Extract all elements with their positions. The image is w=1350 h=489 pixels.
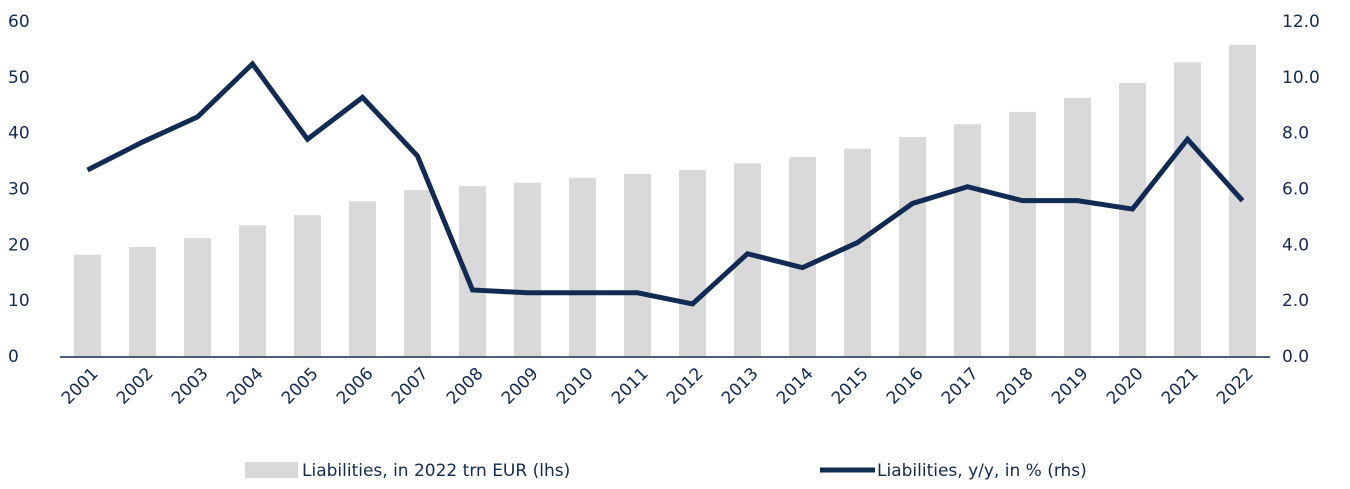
bar — [239, 225, 266, 357]
y-tick-label: 0 — [8, 347, 19, 367]
bar — [129, 247, 156, 357]
y2-tick-label: 0.0 — [1282, 347, 1309, 367]
bar — [514, 182, 541, 357]
legend-label: Liabilities, y/y, in % (rhs) — [877, 461, 1087, 481]
y-tick-label: 50 — [8, 68, 30, 88]
bar — [1229, 44, 1256, 358]
y2-tick-label: 10.0 — [1282, 68, 1320, 88]
x-tick-label: 2022 — [1213, 364, 1258, 409]
bar — [679, 169, 706, 357]
x-tick-label: 2018 — [993, 364, 1038, 409]
x-tick-label: 2003 — [168, 364, 213, 409]
x-tick-label: 2007 — [388, 364, 433, 409]
x-tick-label: 2015 — [828, 364, 873, 409]
bar — [954, 124, 981, 357]
bar — [1009, 111, 1036, 358]
x-tick-label: 2016 — [883, 364, 928, 409]
bar — [404, 190, 431, 357]
bar — [1174, 62, 1201, 357]
x-tick-label: 2010 — [553, 364, 598, 409]
y-tick-label: 20 — [8, 235, 30, 255]
bar — [789, 157, 816, 357]
bar — [294, 215, 321, 357]
x-tick-label: 2008 — [443, 364, 488, 409]
x-tick-label: 2009 — [498, 364, 543, 409]
bar — [184, 238, 211, 357]
x-tick-label: 2017 — [938, 364, 983, 409]
y-tick-label: 10 — [8, 291, 30, 311]
y-tick-label: 60 — [8, 12, 30, 32]
y2-tick-label: 2.0 — [1282, 291, 1309, 311]
y2-tick-label: 12.0 — [1282, 12, 1320, 32]
y-tick-label: 30 — [8, 180, 30, 200]
y2-tick-label: 4.0 — [1282, 235, 1309, 255]
legend-label: Liabilities, in 2022 trn EUR (lhs) — [302, 461, 570, 481]
x-tick-label: 2020 — [1103, 364, 1148, 409]
x-tick-label: 2014 — [773, 364, 818, 409]
x-tick-label: 2019 — [1048, 364, 1093, 409]
x-tick-label: 2012 — [663, 364, 708, 409]
x-tick-label: 2002 — [113, 364, 158, 409]
line — [86, 60, 1245, 307]
y2-tick-label: 6.0 — [1282, 180, 1309, 200]
x-tick-label: 2001 — [58, 364, 103, 409]
bar — [1119, 82, 1146, 357]
x-tick-label: 2011 — [608, 364, 653, 409]
bar — [74, 254, 101, 357]
bar — [624, 173, 651, 357]
x-tick-label: 2006 — [333, 364, 378, 409]
bar — [844, 148, 871, 357]
y2-tick-label: 8.0 — [1282, 124, 1309, 144]
bar — [569, 177, 596, 357]
bar — [899, 137, 926, 357]
x-tick-label: 2021 — [1158, 364, 1203, 409]
bar — [1064, 97, 1091, 357]
x-tick-label: 2004 — [223, 364, 268, 409]
x-tick-label: 2005 — [278, 364, 323, 409]
x-tick-label: 2013 — [718, 364, 763, 409]
legend-swatch — [245, 462, 298, 478]
bar — [349, 201, 376, 357]
y-tick-label: 40 — [8, 124, 30, 144]
